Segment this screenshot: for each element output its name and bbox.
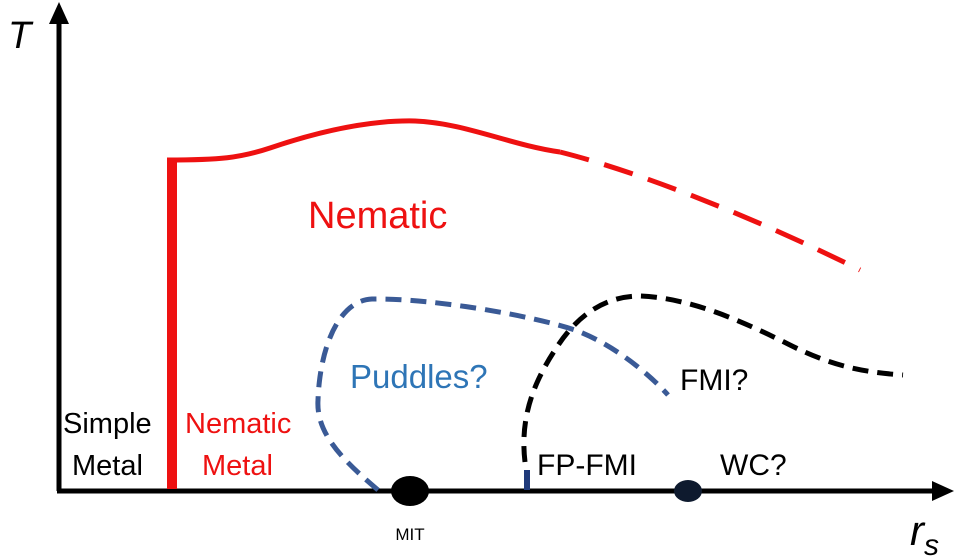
- simple-metal-label-1: Simple: [63, 408, 152, 440]
- nematic-transition-dashed: [559, 149, 862, 273]
- mit-label: MIT: [395, 525, 424, 544]
- simple-metal-label-2: Metal: [72, 450, 143, 482]
- y-axis-label: T: [8, 15, 34, 57]
- y-axis-arrow: [49, 2, 69, 24]
- wc-point: [674, 480, 702, 502]
- x-axis-label: rs: [910, 507, 939, 557]
- nematic-label: Nematic: [308, 195, 447, 237]
- wc-label: WC?: [720, 449, 787, 482]
- x-axis-arrow: [932, 481, 954, 501]
- nematic-metal-label-2: Metal: [202, 450, 273, 482]
- puddles-label: Puddles?: [350, 358, 488, 395]
- fmi-label: FMI?: [680, 364, 748, 397]
- fp-fmi-label: FP-FMI: [537, 449, 637, 482]
- nematic-metal-label-1: Nematic: [185, 408, 291, 440]
- mit-point: [391, 476, 429, 506]
- fmi-boundary: [521, 293, 904, 463]
- nematic-transition-solid: [166, 118, 561, 163]
- puddles-boundary: [315, 296, 670, 492]
